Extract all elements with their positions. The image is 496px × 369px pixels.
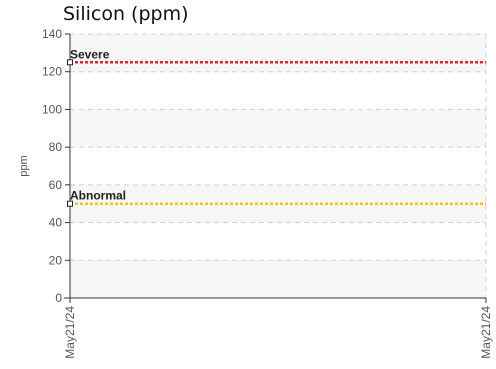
- y-tick-label: 40: [49, 216, 63, 230]
- y-tick-label: 120: [42, 65, 62, 79]
- y-tick-label: 100: [42, 102, 62, 116]
- y-tick-label: 140: [42, 27, 62, 41]
- y-tick-label: 0: [55, 291, 62, 305]
- plot-band: [70, 260, 486, 298]
- y-tick-label: 20: [49, 253, 63, 267]
- y-tick-label: 60: [49, 178, 63, 192]
- threshold-marker: [67, 59, 73, 66]
- x-tick-label: May21/24: [479, 306, 493, 359]
- x-tick-label: May21/24: [63, 306, 77, 359]
- threshold-label: Abnormal: [70, 189, 126, 203]
- y-tick-label: 80: [49, 140, 63, 154]
- x-axis-ticks: May21/24 May21/24: [63, 298, 493, 359]
- axes: [64, 34, 486, 299]
- grid-lines: [69, 33, 487, 298]
- threshold-label: Severe: [70, 47, 110, 61]
- plot-band: [70, 34, 486, 72]
- plot-band: [70, 109, 486, 148]
- plot-bands: [70, 34, 486, 298]
- threshold-lines: Severe Abnormal: [67, 47, 486, 207]
- y-axis-ticks: 0 20 40 60 80 100 120 140: [42, 27, 70, 305]
- threshold-marker: [67, 200, 73, 207]
- y-axis-title: ppm: [18, 155, 30, 176]
- chart-title: Silicon (ppm): [63, 3, 189, 25]
